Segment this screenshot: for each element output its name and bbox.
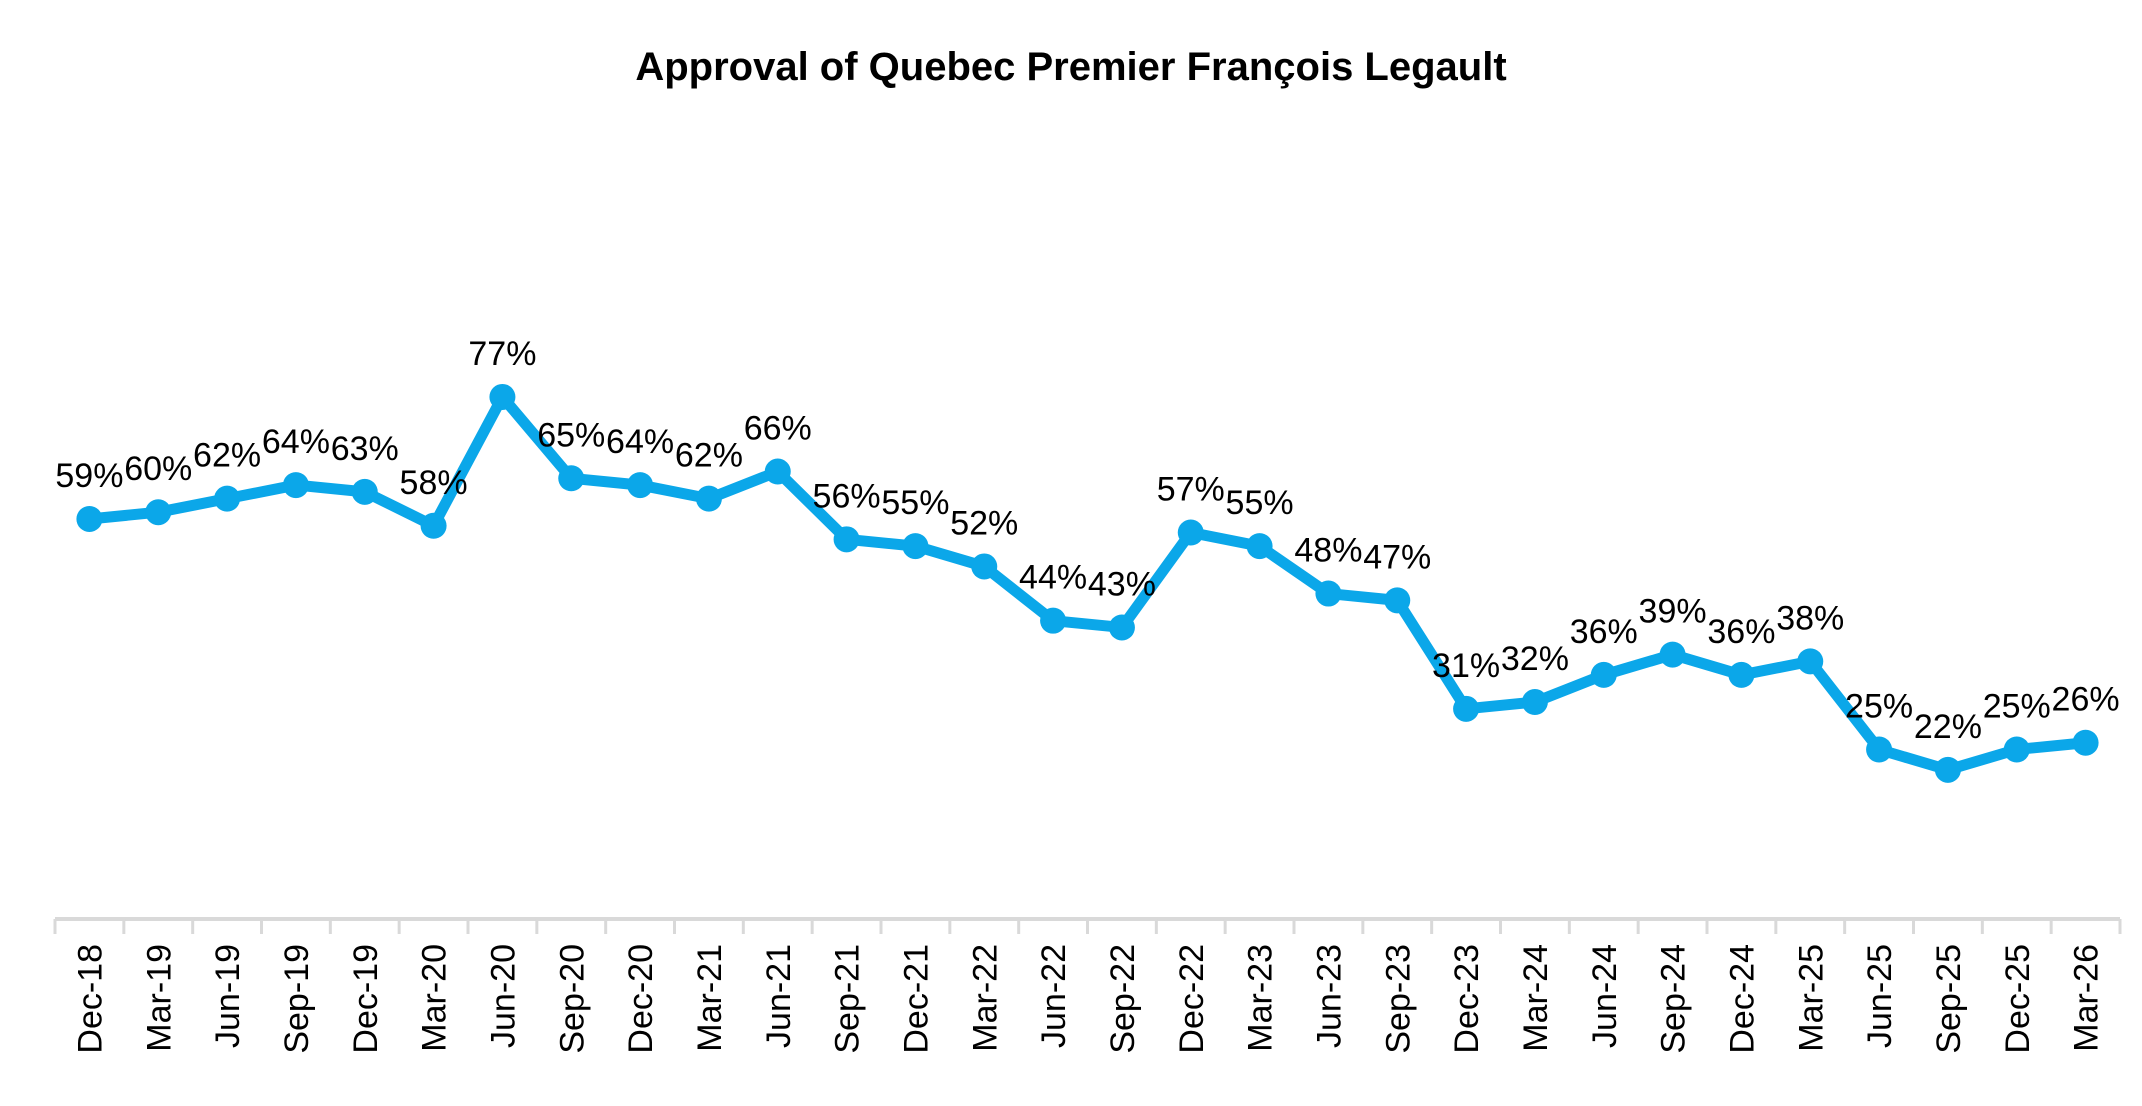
data-label: 38%: [1776, 599, 1844, 637]
x-axis-label: Sep-22: [1104, 944, 1142, 1054]
data-point-marker: [420, 512, 447, 539]
data-label: 44%: [1019, 559, 1087, 597]
data-label: 48%: [1294, 532, 1362, 570]
x-axis-label: Sep-23: [1379, 944, 1417, 1054]
data-point-marker: [1108, 614, 1135, 641]
data-point-marker: [351, 478, 378, 505]
x-axis-label: Jun-22: [1035, 944, 1073, 1048]
data-point-marker: [902, 533, 929, 560]
data-label: 56%: [813, 477, 881, 515]
data-label: 64%: [262, 423, 330, 461]
data-label: 59%: [55, 457, 123, 495]
x-axis-label: Dec-22: [1173, 944, 1211, 1054]
x-axis-label: Jun-20: [484, 944, 522, 1048]
data-label: 77%: [468, 335, 536, 373]
x-axis-label: Jun-24: [1586, 944, 1624, 1048]
data-label: 64%: [606, 423, 674, 461]
x-axis-label: Dec-18: [71, 944, 109, 1054]
data-point-marker: [1246, 533, 1273, 560]
data-label: 57%: [1157, 471, 1225, 509]
data-label: 25%: [1983, 688, 2051, 726]
data-point-marker: [1659, 641, 1686, 668]
data-label: 62%: [193, 437, 261, 475]
data-label: 47%: [1363, 538, 1431, 576]
data-point-marker: [971, 553, 998, 580]
data-point-marker: [1521, 689, 1548, 716]
x-axis-label: Dec-25: [1999, 944, 2037, 1054]
data-point-marker: [1728, 661, 1755, 688]
data-label: 55%: [1226, 484, 1294, 522]
data-point-marker: [2003, 736, 2030, 763]
data-point-marker: [1934, 756, 1961, 783]
data-point-marker: [1040, 607, 1067, 634]
data-label: 63%: [331, 430, 399, 468]
data-label: 22%: [1914, 708, 1982, 746]
data-point-marker: [558, 465, 585, 492]
x-axis-label: Jun-19: [209, 944, 247, 1048]
x-axis-label: Mar-26: [2068, 944, 2106, 1052]
data-point-marker: [1797, 648, 1824, 675]
data-label: 66%: [744, 410, 812, 448]
x-axis-label: Dec-19: [347, 944, 385, 1054]
data-label: 52%: [950, 504, 1018, 542]
x-axis-label: Mar-19: [140, 944, 178, 1052]
data-label: 62%: [675, 437, 743, 475]
data-point-marker: [1453, 695, 1480, 722]
data-label: 36%: [1570, 613, 1638, 651]
data-point-marker: [1315, 580, 1342, 607]
x-axis-label: Mar-25: [1792, 944, 1830, 1052]
x-axis-label: Sep-20: [553, 944, 591, 1054]
x-axis-label: Sep-24: [1655, 944, 1693, 1054]
data-point-marker: [764, 458, 791, 485]
data-label: 58%: [400, 464, 468, 502]
data-label: 31%: [1432, 647, 1500, 685]
data-point-marker: [1590, 661, 1617, 688]
data-label: 25%: [1845, 688, 1913, 726]
x-axis-label: Sep-19: [278, 944, 316, 1054]
data-point-marker: [1866, 736, 1893, 763]
data-point-marker: [489, 383, 516, 410]
x-axis-label: Dec-24: [1723, 944, 1761, 1054]
data-label: 60%: [124, 450, 192, 488]
data-point-marker: [2072, 729, 2099, 756]
plot-area: 59% Dec-18 60% Mar-19 62% Jun-19 64% Sep-19 63% D…: [53, 335, 2122, 1054]
x-axis-label: Mar-20: [416, 944, 454, 1052]
x-axis-label: Mar-22: [966, 944, 1004, 1052]
x-axis-label: Dec-23: [1448, 944, 1486, 1054]
x-axis-label: Dec-20: [622, 944, 660, 1054]
data-point-marker: [145, 499, 172, 526]
x-axis-label: Mar-23: [1242, 944, 1280, 1052]
data-point-marker: [76, 505, 103, 532]
x-axis-label: Sep-21: [829, 944, 867, 1054]
data-label: 43%: [1088, 565, 1156, 603]
data-point-marker: [1177, 519, 1204, 546]
data-point-marker: [627, 472, 654, 499]
x-axis-label: Sep-25: [1930, 944, 1968, 1054]
data-point-marker: [282, 472, 309, 499]
data-label: 26%: [2052, 681, 2120, 719]
x-axis-label: Mar-24: [1517, 944, 1555, 1052]
x-axis-label: Dec-21: [897, 944, 935, 1054]
data-label: 32%: [1501, 640, 1569, 678]
data-label: 65%: [537, 416, 605, 454]
data-label: 39%: [1639, 593, 1707, 631]
data-label: 36%: [1707, 613, 1775, 651]
data-point-marker: [695, 485, 722, 512]
data-point-marker: [1384, 587, 1411, 614]
chart-title: Approval of Quebec Premier François Lega…: [635, 45, 1506, 89]
data-point-marker: [833, 526, 860, 553]
x-axis-label: Jun-25: [1861, 944, 1899, 1048]
x-axis-label: Mar-21: [691, 944, 729, 1052]
x-axis-label: Jun-21: [760, 944, 798, 1048]
data-label: 55%: [881, 484, 949, 522]
data-point-marker: [214, 485, 241, 512]
x-axis-label: Jun-23: [1310, 944, 1348, 1048]
